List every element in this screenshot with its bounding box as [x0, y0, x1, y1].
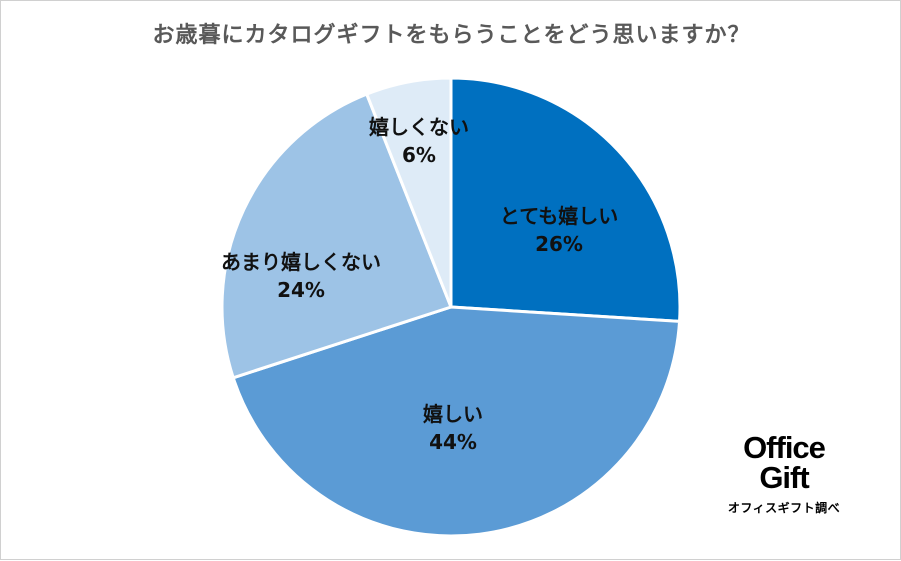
slice-category-label: とても嬉しい	[500, 204, 618, 228]
slice-value-label: 44%	[429, 430, 477, 454]
slice-category-label: 嬉しくない	[369, 115, 469, 139]
slice-value-label: 6%	[402, 143, 436, 167]
slice-value-label: 26%	[535, 232, 583, 256]
chart-title: お歳暮にカタログギフトをもらうことをどう思いますか？	[152, 23, 751, 48]
pie-slice-1	[449, 76, 682, 323]
slice-category-label: 嬉しい	[423, 402, 483, 426]
slice-value-label: 24%	[277, 278, 325, 302]
brand-logo-line1: Office	[743, 430, 826, 465]
slice-category-label: あまり嬉しくない	[221, 250, 381, 274]
pie-slice-2	[231, 305, 682, 538]
brand-logo: Office Gift オフィスギフト調べ	[709, 430, 859, 516]
pie-slice-4	[365, 76, 453, 309]
brand-logo-line2: Gift	[759, 460, 809, 495]
brand-subtitle: オフィスギフト調べ	[727, 501, 841, 515]
